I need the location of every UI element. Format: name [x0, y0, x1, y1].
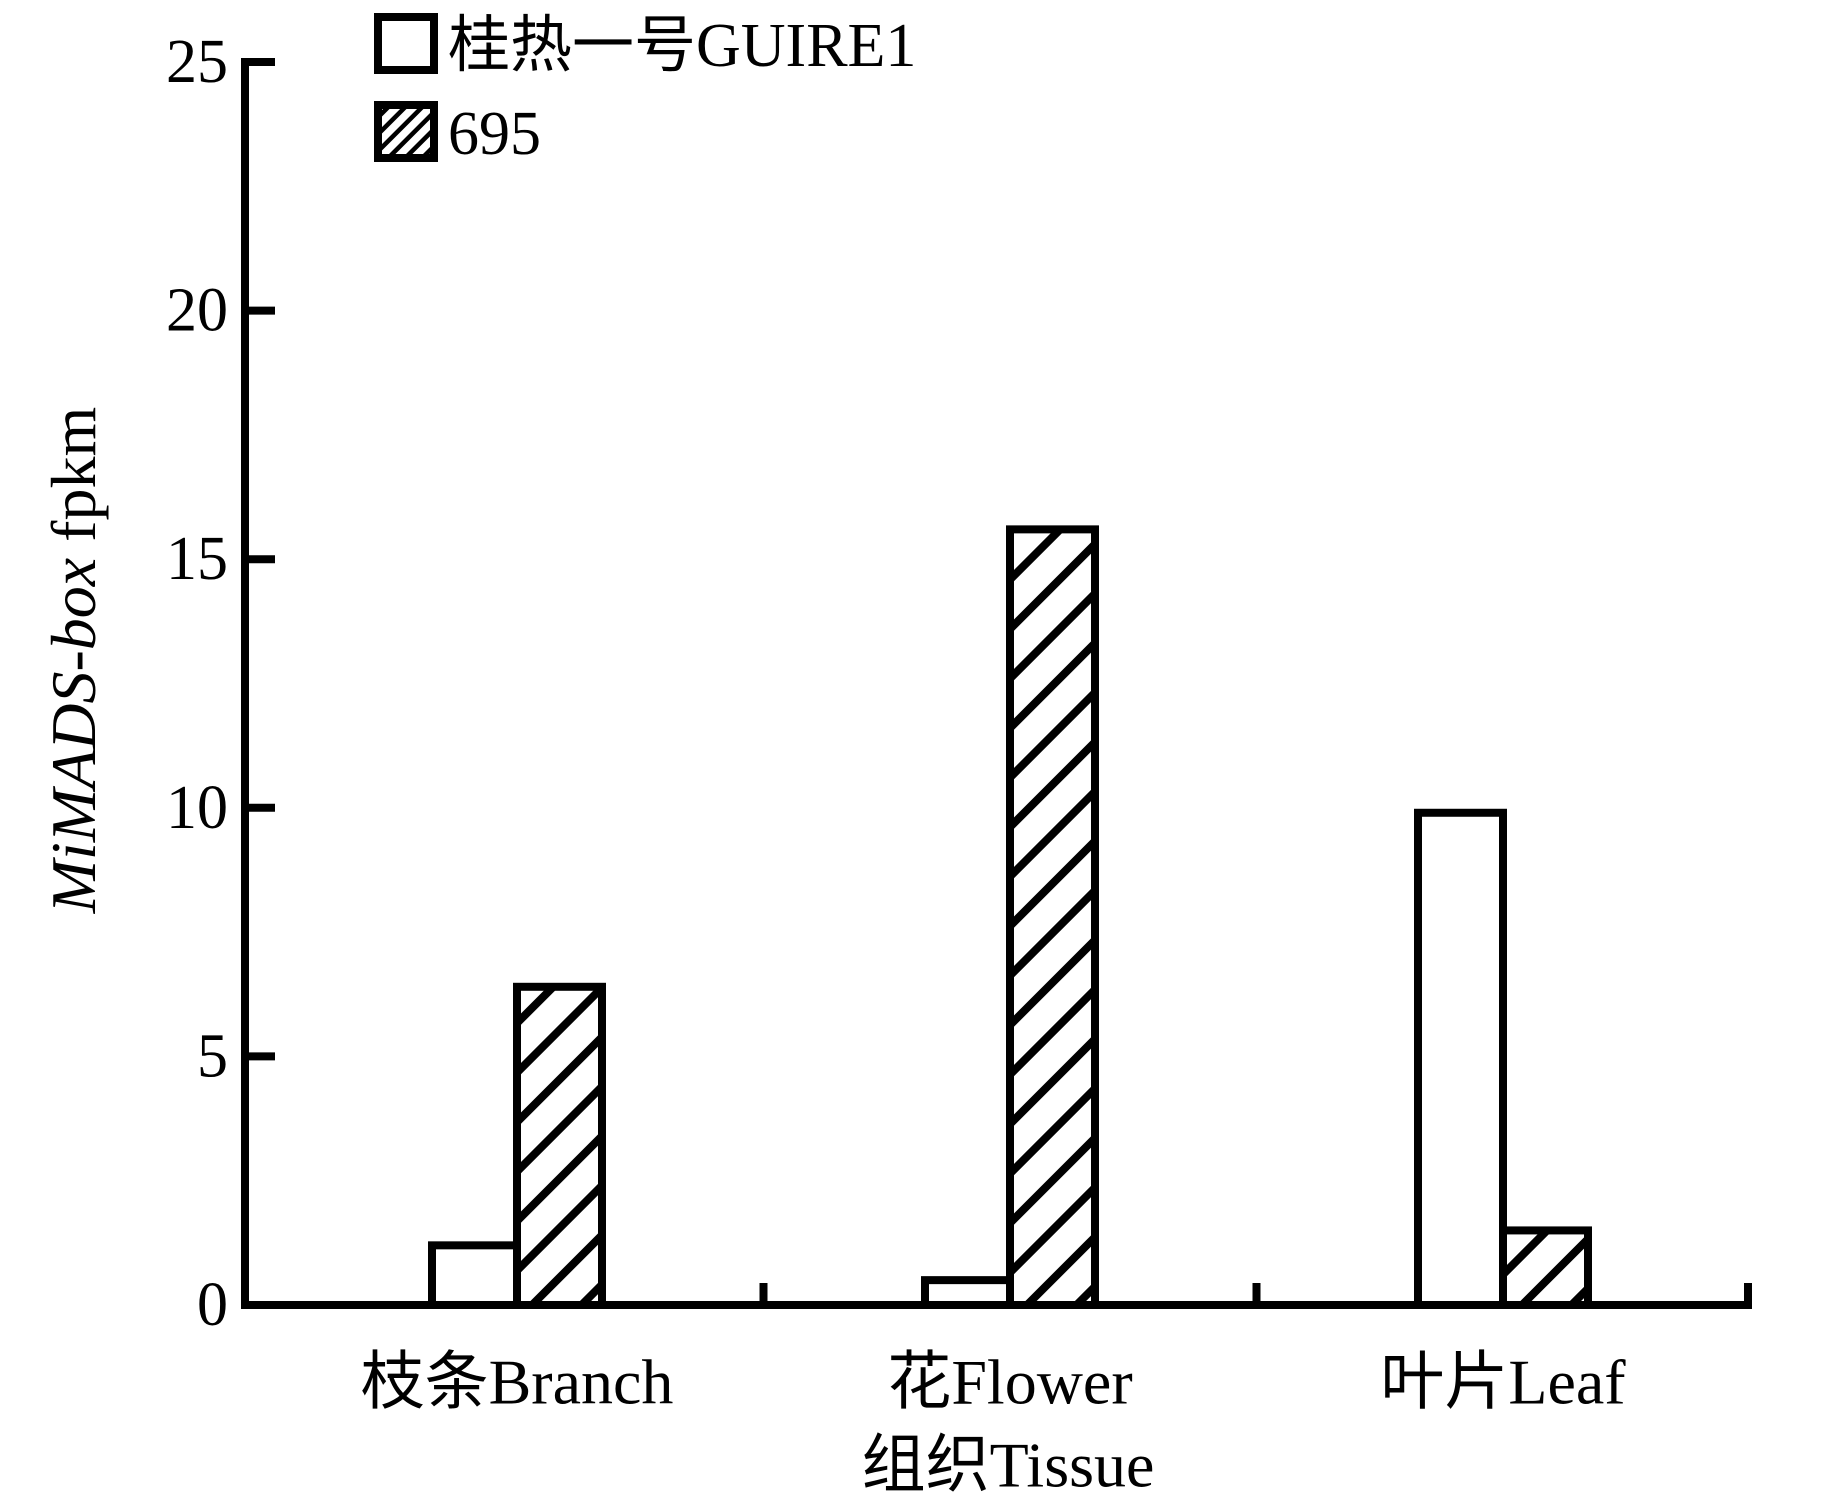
category-label-1: 花Flower: [887, 1347, 1132, 1418]
y-tick-label-20: 20: [166, 277, 228, 345]
bar-695-1: [1006, 525, 1099, 1309]
legend-label-guire1: 桂热一号GUIRE1: [448, 12, 916, 80]
legend-swatch-hatched-bar: [374, 101, 438, 162]
y-tick-label-5: 5: [197, 1022, 228, 1090]
bar-guire1-1: [921, 1276, 1014, 1310]
y-tick-label-10: 10: [166, 774, 228, 842]
bar-695-0: [513, 982, 606, 1309]
category-label-0: 枝条Branch: [361, 1347, 674, 1418]
legend: 桂热一号GUIRE1 695: [374, 12, 916, 168]
bar-guire1-2: [1414, 808, 1507, 1309]
y-axis-title-gene: MiMADS-box: [38, 558, 109, 914]
legend-swatch-open-bar: [374, 13, 438, 74]
legend-label-695: 695: [448, 100, 541, 168]
y-axis-title-unit: fpkm: [38, 407, 109, 558]
x-axis-title: 组织Tissue: [862, 1430, 1155, 1501]
plot-area: 0 5 10 15 20 25 枝条Branch 花Flower 叶片Leaf: [166, 28, 1752, 1418]
y-tick-label-25: 25: [166, 28, 228, 96]
y-tick-label-0: 0: [197, 1271, 228, 1339]
bar-695-2: [1499, 1226, 1592, 1310]
y-tick-label-15: 15: [166, 525, 228, 593]
y-axis-title: MiMADS-box fpkm: [38, 407, 109, 915]
category-label-2: 叶片Leaf: [1380, 1347, 1626, 1418]
bar-guire1-0: [428, 1241, 521, 1310]
